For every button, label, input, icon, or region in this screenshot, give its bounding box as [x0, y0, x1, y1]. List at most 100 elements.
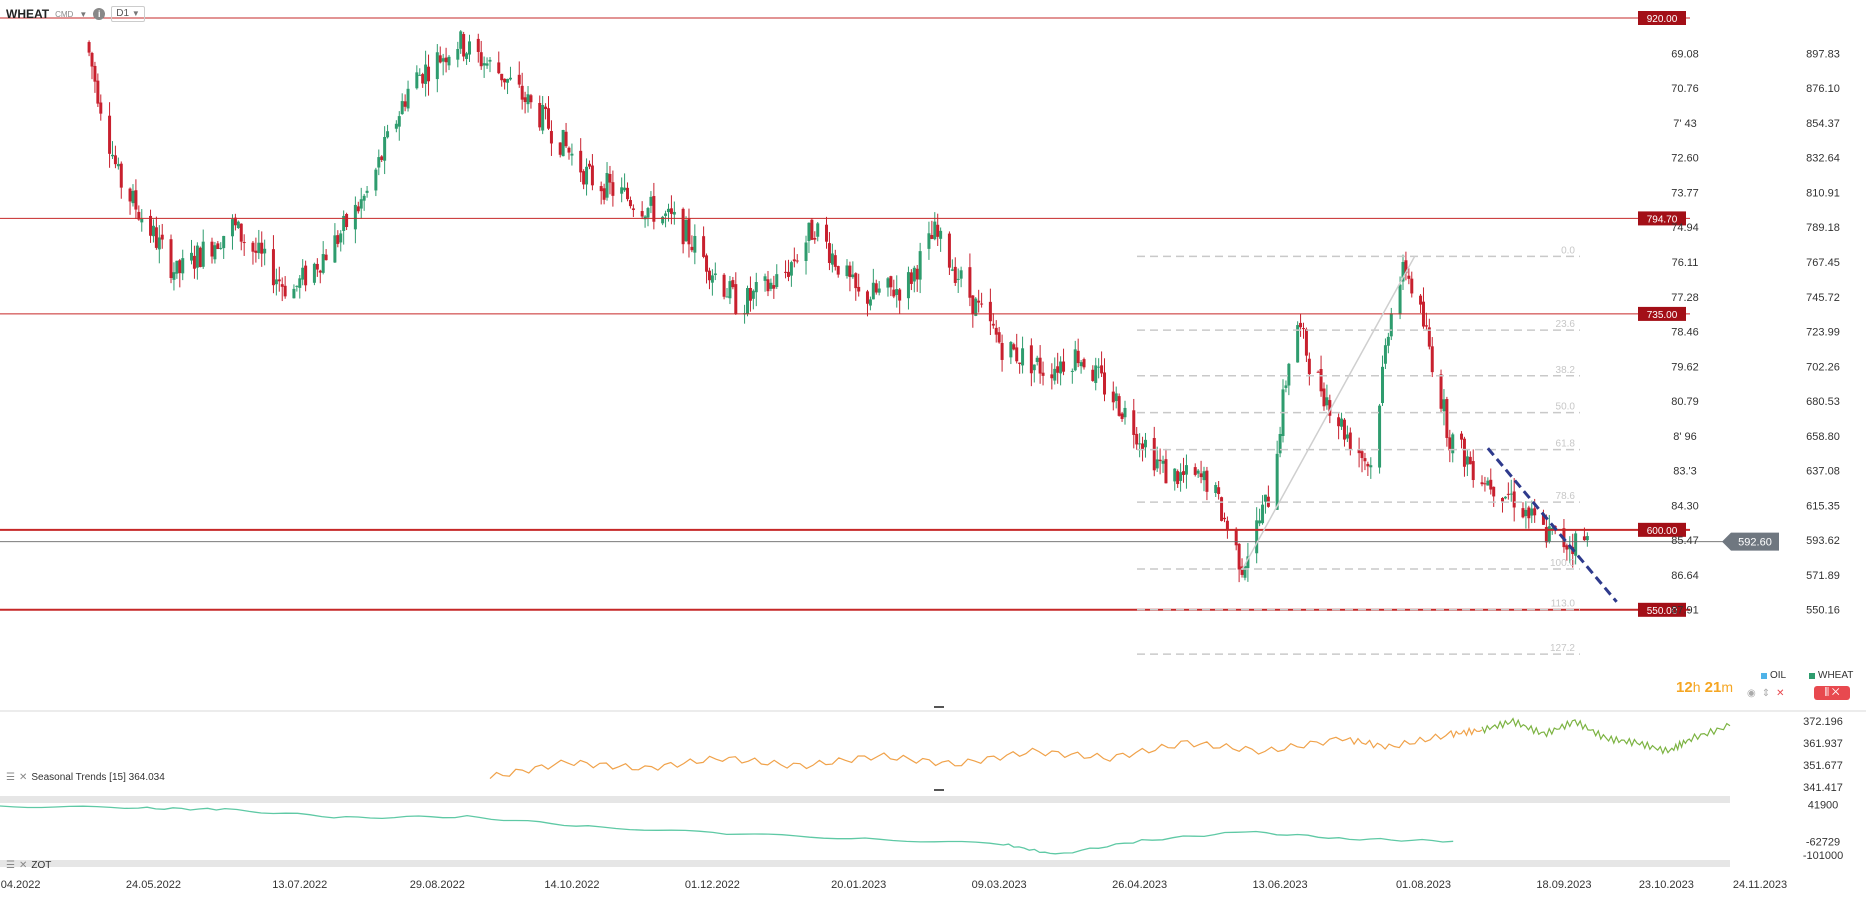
candle-body	[506, 78, 510, 83]
candle	[1378, 403, 1382, 474]
candle-body	[321, 254, 325, 273]
close-icon[interactable]: ✕	[1831, 687, 1840, 698]
seasonal-axis-tick: 341.417	[1803, 782, 1843, 794]
zot-indicator-label[interactable]: ☰ ✕ ZOT	[6, 860, 51, 871]
candle	[1337, 413, 1341, 440]
candle	[1056, 352, 1060, 384]
candle-body	[646, 208, 650, 218]
zot-series-line	[0, 805, 1454, 855]
legend-wheat[interactable]: WHEAT	[1809, 670, 1853, 681]
menu-icon[interactable]: ☰	[6, 860, 15, 871]
candle	[766, 270, 770, 297]
candle-body	[956, 278, 960, 280]
candle	[605, 162, 609, 201]
candle	[702, 226, 706, 259]
candle-body	[1240, 566, 1244, 575]
candle	[1316, 370, 1320, 373]
candle	[661, 215, 665, 226]
candle-body	[1141, 443, 1145, 451]
candle	[640, 201, 644, 220]
candle	[874, 279, 878, 295]
candle	[1524, 501, 1528, 529]
menu-icon[interactable]: ☰	[6, 772, 15, 783]
candle	[582, 169, 586, 190]
x-axis-date-label: 23.10.2023	[1639, 879, 1694, 891]
candle	[459, 30, 463, 54]
candle	[561, 129, 565, 157]
candle-body	[810, 219, 814, 240]
candle-body	[1328, 400, 1332, 416]
candle-body	[476, 38, 480, 52]
candle-body	[804, 242, 808, 261]
candle	[216, 241, 220, 250]
candle-body	[1424, 325, 1428, 327]
candle	[1521, 502, 1525, 519]
candle	[263, 239, 267, 266]
close-icon[interactable]: ✕	[18, 860, 28, 871]
right-axis-tick: 745.72	[1806, 292, 1840, 304]
seasonal-series-line	[1481, 717, 1731, 756]
candle-body	[380, 156, 384, 160]
candle	[342, 210, 346, 245]
seasonal-indicator-label[interactable]: ☰ ✕ Seasonal Trends [15] 364.034	[6, 772, 165, 783]
candle-body	[154, 227, 158, 248]
candle-body	[652, 196, 656, 222]
candle-body	[1492, 486, 1496, 497]
zot-axis-tick: 41900	[1808, 800, 1839, 812]
candle	[871, 268, 875, 300]
candle-body	[359, 199, 363, 209]
candle	[113, 145, 117, 169]
close-icon[interactable]: ✕	[18, 772, 28, 783]
candle-body	[520, 85, 524, 100]
candle	[1076, 338, 1080, 368]
candle	[374, 167, 378, 197]
candle	[988, 288, 992, 336]
candle	[1041, 361, 1045, 386]
candle	[87, 40, 91, 57]
symbol-name[interactable]: WHEAT	[6, 7, 50, 21]
x-axis-date-label: 01.08.2023	[1396, 879, 1451, 891]
seasonal-indicator-text: Seasonal Trends [15] 364.034	[31, 772, 165, 783]
candle-body	[1161, 460, 1165, 464]
candle-body	[96, 80, 100, 104]
legend-oil[interactable]: OIL	[1761, 670, 1786, 681]
candle-body	[210, 241, 214, 257]
wheat-series-badge[interactable]: ⫼ ✕	[1814, 686, 1850, 700]
candle	[722, 273, 726, 300]
candle-body	[1565, 545, 1569, 550]
candle-body	[947, 233, 951, 268]
right-axis-tick: 810.91	[1806, 187, 1840, 199]
candle	[1205, 466, 1209, 501]
candle-body	[394, 123, 398, 129]
right-axis-tick: 854.37	[1806, 118, 1840, 130]
candle-body	[1340, 418, 1344, 427]
candle-body	[315, 263, 319, 270]
candle-body	[807, 222, 811, 241]
candle	[1480, 475, 1484, 487]
candle-body	[1205, 470, 1209, 492]
candle	[1050, 363, 1054, 390]
eye-icon[interactable]: ◉	[1747, 688, 1756, 699]
candle	[851, 261, 855, 279]
reorder-icon[interactable]: ⇕	[1761, 688, 1771, 699]
candle	[807, 222, 811, 253]
candle-body	[1483, 483, 1487, 485]
candle	[865, 289, 869, 317]
fib-level-label: 127.2	[1550, 643, 1575, 654]
close-icon[interactable]: ✕	[1776, 688, 1785, 699]
candle	[333, 223, 337, 263]
timeframe-selector[interactable]: D1 ▼	[111, 6, 145, 22]
timer-minutes: 21	[1704, 679, 1722, 696]
candle	[1173, 468, 1177, 491]
candle	[1161, 455, 1165, 473]
chevron-down-icon[interactable]: ▼	[79, 9, 88, 19]
info-icon[interactable]: i	[93, 8, 106, 20]
candle	[909, 269, 913, 291]
candle-body	[236, 221, 240, 228]
candle	[497, 51, 501, 75]
candle	[1062, 348, 1066, 376]
candle-body	[1179, 472, 1183, 481]
candle-body	[1041, 372, 1045, 376]
candle-body	[140, 218, 144, 223]
